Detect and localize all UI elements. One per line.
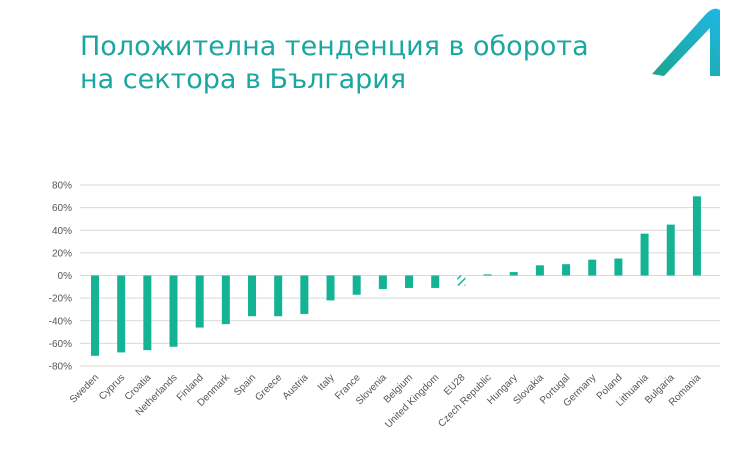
y-tick-label: 80% [52,181,72,192]
bar-poland [614,258,623,276]
bar-croatia [143,275,152,351]
y-tick-label: 60% [52,203,72,214]
y-tick-label: -20% [49,294,72,305]
bar-italy [326,275,335,301]
bar-lithuania [640,233,649,276]
bar-slovakia [535,265,544,276]
x-axis-ticks: SwedenCyprusCroatiaNetherlandsFinlandDen… [68,372,704,431]
x-tick-label: Greece [253,372,284,403]
y-tick-label: 40% [52,226,72,237]
bar-slovenia [378,275,387,290]
x-tick-label: Italy [316,372,337,393]
slide-title: Положителна тенденция в оборота на секто… [80,30,589,96]
bar-romania [692,196,701,276]
brand-logo [652,8,720,77]
y-tick-label: 0% [58,271,73,282]
bar-portugal [562,264,571,276]
bar-finland [195,275,204,328]
bar-greece [274,275,283,317]
y-tick-label: -60% [49,339,72,350]
bar-bulgaria [666,224,675,276]
bar-germany [588,259,597,276]
x-tick-label: Cyprus [97,372,127,402]
bar-denmark [221,275,230,325]
bar-netherlands [169,275,178,347]
chart-bars [91,196,701,356]
bar-belgium [405,275,414,288]
bar-cyprus [117,275,126,353]
y-axis-ticks: 80% 60% 40% 20% 0% -20% -40% -60% -80% [49,181,72,373]
bar-france [352,275,361,295]
slide-title-line-1: Положителна тенденция в оборота [80,31,589,62]
x-tick-label: Austria [281,372,311,402]
slide-title-line-2: на сектора в България [80,64,407,95]
y-tick-label: -40% [49,316,72,327]
bar-spain [248,275,257,317]
y-tick-label: -80% [49,362,72,373]
bar-sweden [91,275,99,356]
bar-hungary [509,272,518,276]
bar-eu28 [457,275,466,286]
bar-united-kingdom [431,275,440,288]
bar-austria [300,275,309,314]
bar-czech-republic [483,274,492,276]
logo-shape [652,8,720,77]
chart-gridlines [80,184,720,367]
y-tick-label: 20% [52,248,72,259]
x-tick-label: Sweden [68,372,101,405]
